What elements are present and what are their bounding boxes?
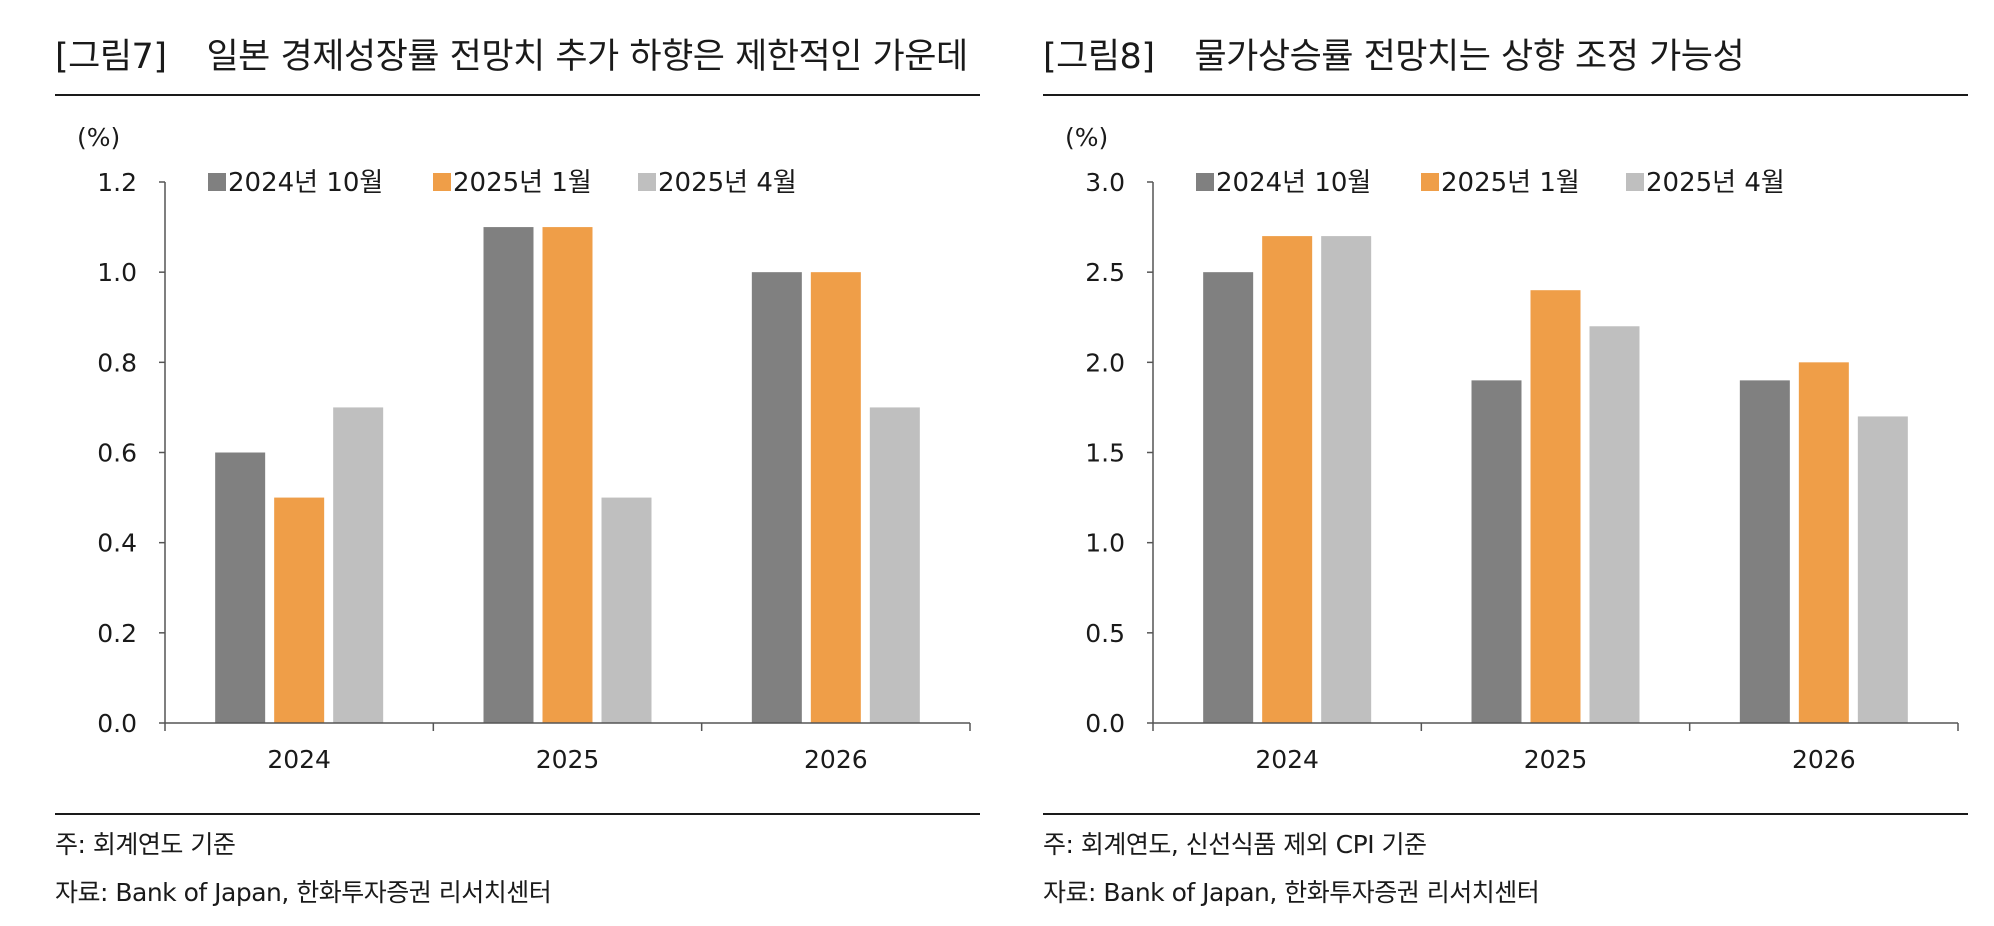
x-tick-label: 2026 — [804, 745, 868, 774]
figure-8-title-text: 물가상승률 전망치는 상향 조정 가능성 — [1194, 37, 1745, 77]
bar-2026-series-3 — [869, 407, 920, 723]
legend-swatch-1 — [1196, 173, 1214, 191]
growth-forecast-bar-chart: (%) 0.0 0.2 0.4 0.6 0.8 1.0 1.2 2024 2025 2026 2024… — [77, 123, 971, 774]
legend-label-1: 2024년 10월 — [1216, 168, 1371, 198]
legend-swatch-2 — [1421, 173, 1439, 191]
growth-forecast-panel: [그림7] 일본 경제성장률 전망치 추가 하향은 제한적인 가운데 (%) 0.0… — [55, 0, 980, 926]
figure-7-source: 자료: Bank of Japan, 한화투자증권 리서치센터 — [55, 878, 552, 907]
y-unit-label: (%) — [77, 123, 120, 152]
figure-7-note: 주: 회계연도 기준 — [55, 830, 236, 859]
legend-label-3: 2025년 4월 — [658, 168, 797, 198]
y-tick-label: 1.0 — [1085, 529, 1125, 558]
y-tick-label: 3.0 — [1085, 168, 1125, 197]
bar-2025-series-1 — [483, 227, 534, 723]
bar-2024-series-2 — [274, 497, 325, 723]
y-tick-label: 0.0 — [1085, 709, 1125, 738]
inflation-forecast-panel: [그림8] 물가상승률 전망치는 상향 조정 가능성 (%) 0.0 0.5 1.0 1.… — [1043, 0, 1968, 926]
y-tick-label: 2.5 — [1085, 258, 1125, 287]
y-tick-label: 1.2 — [97, 168, 137, 197]
legend-swatch-1 — [208, 173, 226, 191]
bar-2026-series-2 — [810, 272, 861, 723]
legend-label-2: 2025년 1월 — [453, 168, 592, 198]
y-tick-label: 0.6 — [97, 439, 137, 468]
legend-label-2: 2025년 1월 — [1441, 168, 1580, 198]
figure-8-title: [그림8] 물가상승률 전망치는 상향 조정 가능성 — [1043, 32, 1745, 82]
legend-label-1: 2024년 10월 — [228, 168, 383, 198]
x-tick-label: 2024 — [1255, 745, 1319, 774]
bar-2024-series-3 — [1321, 236, 1372, 723]
x-tick-label: 2026 — [1792, 745, 1856, 774]
title-divider — [55, 94, 980, 96]
legend-swatch-3 — [1626, 173, 1644, 191]
footer-divider — [1043, 813, 1968, 815]
x-tick-label: 2025 — [1524, 745, 1588, 774]
y-tick-label: 0.8 — [97, 348, 137, 377]
y-tick-label: 0.2 — [97, 619, 137, 648]
y-tick-label: 0.0 — [97, 709, 137, 738]
y-tick-label: 1.5 — [1085, 439, 1125, 468]
bar-2024-series-1 — [215, 452, 266, 723]
footer-divider — [55, 813, 980, 815]
legend-label-3: 2025년 4월 — [1646, 168, 1785, 198]
figure-7-title: [그림7] 일본 경제성장률 전망치 추가 하향은 제한적인 가운데 — [55, 32, 968, 82]
y-tick-label: 1.0 — [97, 258, 137, 287]
figure-8-note: 주: 회계연도, 신선식품 제외 CPI 기준 — [1043, 830, 1427, 859]
legend-swatch-3 — [638, 173, 656, 191]
bar-2025-series-2 — [1530, 290, 1581, 723]
bar-2024-series-1 — [1203, 272, 1254, 723]
figure-8-label: [그림8] — [1043, 37, 1155, 77]
y-tick-label: 0.4 — [97, 529, 137, 558]
inflation-forecast-bar-chart: (%) 0.0 0.5 1.0 1.5 2.0 2.5 3.0 2024 2025 2026 2024… — [1065, 123, 1959, 774]
x-tick-label: 2024 — [267, 745, 331, 774]
bar-2026-series-3 — [1857, 416, 1908, 723]
bar-2024-series-3 — [333, 407, 384, 723]
bar-2026-series-1 — [751, 272, 802, 723]
bar-2024-series-2 — [1262, 236, 1313, 723]
y-unit-label: (%) — [1065, 123, 1108, 152]
y-tick-label: 2.0 — [1085, 348, 1125, 377]
title-divider — [1043, 94, 1968, 96]
bar-2025-series-3 — [1589, 326, 1640, 723]
bar-2025-series-3 — [601, 497, 652, 723]
bar-2025-series-1 — [1471, 380, 1522, 723]
bar-2026-series-1 — [1739, 380, 1790, 723]
figure-8-source: 자료: Bank of Japan, 한화투자증권 리서치센터 — [1043, 878, 1540, 907]
y-tick-label: 0.5 — [1085, 619, 1125, 648]
bar-2025-series-2 — [542, 227, 593, 723]
figure-7-label: [그림7] — [55, 37, 167, 77]
legend-swatch-2 — [433, 173, 451, 191]
bar-2026-series-2 — [1798, 362, 1849, 723]
figure-7-title-text: 일본 경제성장률 전망치 추가 하향은 제한적인 가운데 — [206, 37, 968, 77]
x-tick-label: 2025 — [536, 745, 600, 774]
